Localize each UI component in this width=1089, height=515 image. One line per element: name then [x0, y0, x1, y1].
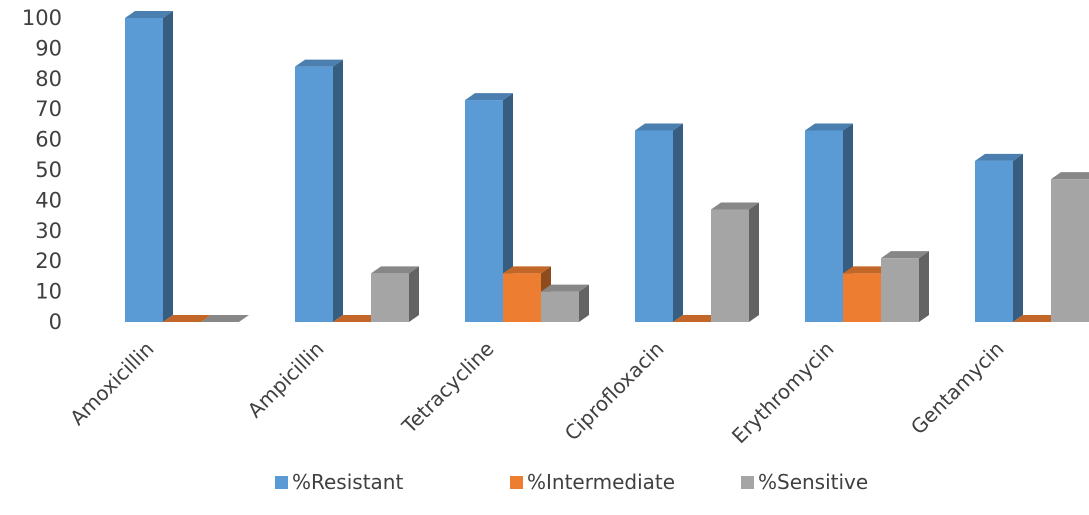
legend-item: %Intermediate	[510, 470, 675, 494]
bar-gentamycin-resistant	[975, 153, 1023, 322]
legend-swatch	[510, 476, 523, 489]
y-axis: 0 10 20 30 40 50 60 70 80 90 100	[22, 6, 62, 334]
bar-amoxicillin-resistant	[125, 11, 173, 322]
y-tick-label: 60	[35, 128, 62, 152]
legend-item: %Sensitive	[741, 470, 868, 494]
bar-ciprofloxacin-sensitive	[711, 202, 759, 322]
x-axis: Amoxicillin Ampicillin Tetracycline Ciprofl…	[65, 337, 1008, 449]
legend: %Resistant %Intermediate %Sensitive	[275, 470, 868, 494]
legend-item: %Resistant	[275, 470, 403, 494]
bar-tetracycline-sensitive	[541, 284, 589, 322]
y-tick-label: 10	[35, 280, 62, 304]
bar-ampicillin-intermediate	[333, 315, 381, 322]
bar-gentamycin-intermediate	[1013, 315, 1061, 322]
x-tick-label: Ampicillin	[243, 337, 329, 423]
bar-amoxicillin-intermediate	[163, 315, 211, 322]
legend-label: %Intermediate	[527, 470, 675, 494]
y-tick-label: 40	[35, 188, 62, 212]
y-tick-label: 0	[49, 310, 62, 334]
y-tick-label: 90	[35, 36, 62, 60]
legend-swatch	[741, 476, 754, 489]
bar-ciprofloxacin-resistant	[635, 123, 683, 322]
x-tick-label: Erythromycin	[727, 337, 839, 449]
bar-ampicillin-sensitive	[371, 266, 419, 322]
y-tick-label: 20	[35, 249, 62, 273]
bars	[125, 11, 1089, 322]
bar-ciprofloxacin-intermediate	[673, 315, 721, 322]
bar-tetracycline-resistant	[465, 93, 513, 322]
bar-gentamycin-sensitive	[1051, 172, 1089, 322]
y-tick-label: 80	[35, 67, 62, 91]
bar-erythromycin-sensitive	[881, 251, 929, 322]
bar-amoxicillin-sensitive	[201, 315, 249, 322]
y-tick-label: 30	[35, 219, 62, 243]
y-tick-label: 50	[35, 158, 62, 182]
legend-label: %Sensitive	[758, 470, 868, 494]
y-tick-label: 70	[35, 97, 62, 121]
x-tick-label: Gentamycin	[906, 337, 1009, 440]
x-tick-label: Amoxicillin	[65, 337, 158, 430]
x-tick-label: Tetracycline	[396, 337, 498, 439]
x-tick-label: Ciprofloxacin	[560, 337, 669, 446]
bar-ampicillin-resistant	[295, 59, 343, 322]
y-tick-label: 100	[22, 6, 62, 30]
legend-label: %Resistant	[292, 470, 403, 494]
legend-swatch	[275, 476, 288, 489]
